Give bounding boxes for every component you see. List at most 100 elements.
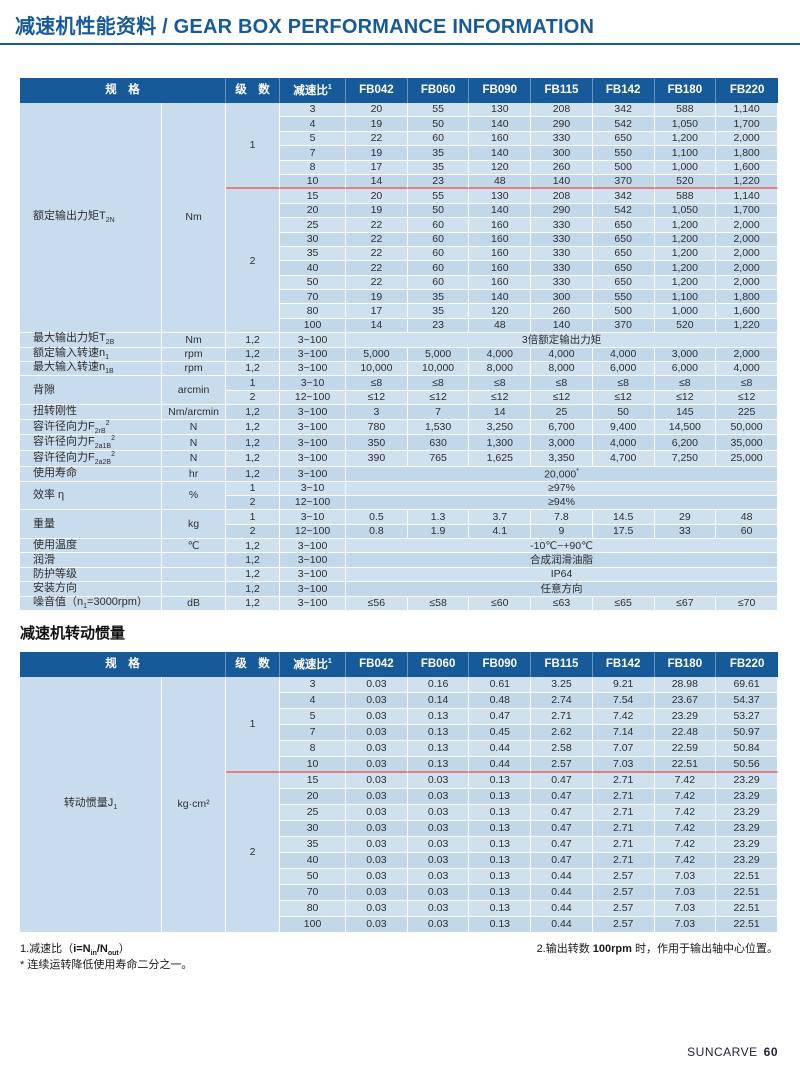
- table-cell: 0.44: [531, 901, 593, 917]
- column-header: FB142: [592, 652, 655, 677]
- table-cell: 14: [346, 318, 408, 334]
- table-cell: 15: [280, 189, 347, 204]
- table-cell: 80: [280, 304, 347, 319]
- table-cell: 10,000: [407, 362, 470, 377]
- table-cell: 2.71: [592, 837, 655, 853]
- table-cell: 140: [531, 174, 593, 190]
- table-cell: 130: [469, 189, 532, 204]
- table-cell: ≤63: [531, 596, 593, 612]
- table-cell: 3~100: [280, 467, 347, 482]
- table-cell: 0.16: [407, 677, 470, 693]
- text-fragment: 减速比: [293, 658, 328, 671]
- column-header: FB060: [407, 78, 470, 103]
- table-cell: ≤12: [346, 390, 408, 406]
- table-cell: 0.8: [346, 524, 408, 540]
- table-cell: 0.03: [346, 805, 408, 821]
- table-row: 最大输出力矩T2B Nm 1,2 3~100 3倍额定输出力矩: [20, 332, 778, 348]
- table-cell: 2.57: [592, 917, 655, 933]
- table-cell: 1,200: [654, 232, 717, 247]
- table-row: 5 0.03 0.13 0.47 2.71 7.42 23.29 53.27: [20, 709, 778, 725]
- text-fragment: 2: [111, 435, 115, 443]
- table-cell: 0.03: [346, 789, 408, 805]
- table-cell: 3倍额定输出力矩: [346, 333, 778, 348]
- table-cell: 35: [407, 290, 470, 305]
- table-cell: 容许径向力F2a1B2: [20, 435, 163, 452]
- table-cell: 2: [226, 189, 281, 334]
- table-cell: 0.03: [407, 869, 470, 885]
- table-cell: 50.56: [716, 757, 778, 773]
- table-cell: 55: [407, 189, 470, 204]
- table-cell: 6,700: [531, 419, 593, 436]
- text-fragment: ）: [118, 943, 130, 955]
- text-fragment: 100rpm: [592, 943, 632, 955]
- table-cell: 1,050: [654, 117, 717, 132]
- text-fragment: 最大输出力矩T: [33, 332, 106, 345]
- table-row: 最大输入转速n1B rpm 1,2 3~100 10,000 10,000 8,000 8,0…: [20, 362, 778, 377]
- table-row: 效率 η% 1 3~10 ≥97%: [20, 481, 778, 511]
- table-cell: 145: [654, 405, 717, 420]
- table-cell: 20: [346, 189, 408, 204]
- table-cell: ≤60: [469, 596, 532, 612]
- table-cell: 3~100: [280, 553, 347, 568]
- table-cell: 80: [280, 901, 347, 917]
- table-cell: rpm: [162, 362, 227, 377]
- table-cell: 0.03: [407, 789, 470, 805]
- table-cell: ≤12: [592, 390, 655, 406]
- text-fragment: out: [107, 950, 119, 958]
- table-cell: 1,200: [654, 275, 717, 291]
- table-row: 8 17 35 120 260 500 1,000 1,600: [20, 160, 778, 175]
- footnote-output-speed: 2.输出转数 100rpm 时，作用于输出轴中心位置。: [537, 940, 778, 956]
- table-cell: Nm: [162, 333, 227, 348]
- table-row: 容许径向力F2a2B2 N 1,2 3~100 390 765 1,625 3,350 4,70…: [20, 451, 778, 468]
- table-row: 20 0.03 0.03 0.13 0.47 2.71 7.42 23.29: [20, 789, 778, 805]
- table-cell: 260: [531, 160, 593, 175]
- table-cell: 19: [346, 203, 408, 219]
- table-cell: 1,220: [716, 174, 778, 190]
- footnote-ratio-definition: 1.减速比（i=Nin/Nout）: [20, 940, 130, 957]
- table-cell: ≤67: [654, 596, 717, 612]
- table-cell: 容许径向力F2rB2: [20, 419, 163, 436]
- table-cell: ≤12: [531, 390, 593, 406]
- table-cell: 60: [407, 246, 470, 262]
- table-cell: %: [162, 481, 227, 511]
- text-fragment: 2a2B: [94, 459, 112, 467]
- column-header: FB142: [592, 78, 655, 103]
- table-cell: 3,000: [531, 435, 593, 452]
- table-cell: 22: [346, 232, 408, 247]
- text-fragment: 容许径向力F: [33, 436, 95, 449]
- table-cell: 28.98: [654, 677, 717, 693]
- table-cell: 7.07: [592, 741, 655, 757]
- table-cell: 25: [280, 805, 347, 821]
- table-row: 使用寿命 hr 1,2 3~100 20,000*: [20, 467, 778, 482]
- table-cell: 3.25: [531, 677, 593, 693]
- text-fragment: 1: [113, 804, 118, 812]
- column-header: FB180: [654, 652, 717, 677]
- table-cell: 290: [531, 117, 593, 132]
- table-cell: 140: [469, 290, 532, 305]
- table-cell: 7.14: [592, 725, 655, 741]
- text-fragment: 2.输出转数: [536, 943, 593, 955]
- table-row: 80 0.03 0.03 0.13 0.44 2.57 7.03 22.51: [20, 901, 778, 917]
- table-cell: ≤8: [407, 376, 470, 391]
- table-cell: 208: [531, 103, 593, 118]
- table-cell: 2,000: [716, 218, 778, 233]
- table-cell: 390: [346, 451, 408, 468]
- text-fragment: =3000rpm）: [87, 595, 148, 608]
- table-cell: 1,140: [716, 189, 778, 204]
- table-cell: 35: [407, 146, 470, 161]
- column-header: FB220: [716, 78, 778, 103]
- table-row: 30 0.03 0.03 0.13 0.47 2.71 7.42 23.29: [20, 821, 778, 837]
- column-header: FB042: [346, 78, 408, 103]
- table-cell: 0.47: [469, 709, 532, 725]
- table-cell: 7.42: [654, 853, 717, 869]
- table-cell: 3~100: [280, 333, 347, 348]
- table-cell: 0.03: [346, 677, 408, 693]
- table-cell: 最大输入转速n1B: [20, 362, 163, 377]
- table-cell: 0.13: [469, 789, 532, 805]
- table-cell: 1,800: [716, 290, 778, 305]
- table-cell: 1,600: [716, 304, 778, 319]
- table-cell: ≤70: [716, 596, 778, 612]
- table-cell: 780: [346, 419, 408, 436]
- table-cell: 3: [280, 677, 347, 693]
- table-cell: 650: [592, 232, 655, 247]
